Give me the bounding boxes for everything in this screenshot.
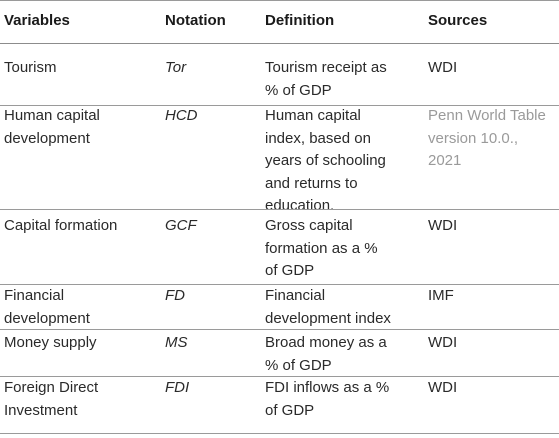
header-rule xyxy=(0,43,559,44)
row-fdi-variable: Foreign Direct Investment xyxy=(4,379,99,419)
row-hcd-source: Penn World Table version 10.0., 2021 xyxy=(428,107,546,169)
row-gcf-definition: Gross capital formation as a % of GDP xyxy=(265,217,378,279)
row-fdi-definition: FDI inflows as a % of GDP xyxy=(265,379,390,419)
row-fdi-source: WDI xyxy=(428,379,458,396)
row-fd-variable: Financial development xyxy=(4,287,90,327)
row-gcf-source: WDI xyxy=(428,217,458,234)
row-tourism-variable: Tourism xyxy=(4,59,57,76)
row-tourism-notation: Tor xyxy=(165,59,187,76)
header-sources: Sources xyxy=(428,12,488,29)
row-tourism-source: WDI xyxy=(428,59,458,76)
header-notation: Notation xyxy=(165,12,226,29)
header-variables: Variables xyxy=(4,12,70,29)
row-gcf-notation: GCF xyxy=(165,217,197,234)
row-ms-definition: Broad money as a % of GDP xyxy=(265,334,387,374)
table-top-rule xyxy=(0,0,559,1)
row-hcd-notation: HCD xyxy=(165,107,198,124)
row-divider xyxy=(0,105,559,106)
row-divider xyxy=(0,209,559,210)
row-ms-variable: Money supply xyxy=(4,334,97,351)
row-fd-definition: Financial development index xyxy=(265,287,391,327)
row-fd-source: IMF xyxy=(428,287,454,304)
row-hcd-variable: Human capital development xyxy=(4,107,100,147)
row-fdi-notation: FDI xyxy=(165,379,190,396)
row-ms-notation: MS xyxy=(165,334,188,351)
row-fd-notation: FD xyxy=(165,287,185,304)
table-bottom-rule xyxy=(0,433,559,434)
header-definition: Definition xyxy=(265,12,335,29)
row-divider xyxy=(0,284,559,285)
row-tourism-definition: Tourism receipt as % of GDP xyxy=(265,59,387,99)
row-gcf-variable: Capital formation xyxy=(4,217,118,234)
row-divider xyxy=(0,329,559,330)
row-ms-source: WDI xyxy=(428,334,458,351)
row-hcd-definition: Human capital index, based on years of s… xyxy=(265,107,386,214)
row-divider xyxy=(0,376,559,377)
